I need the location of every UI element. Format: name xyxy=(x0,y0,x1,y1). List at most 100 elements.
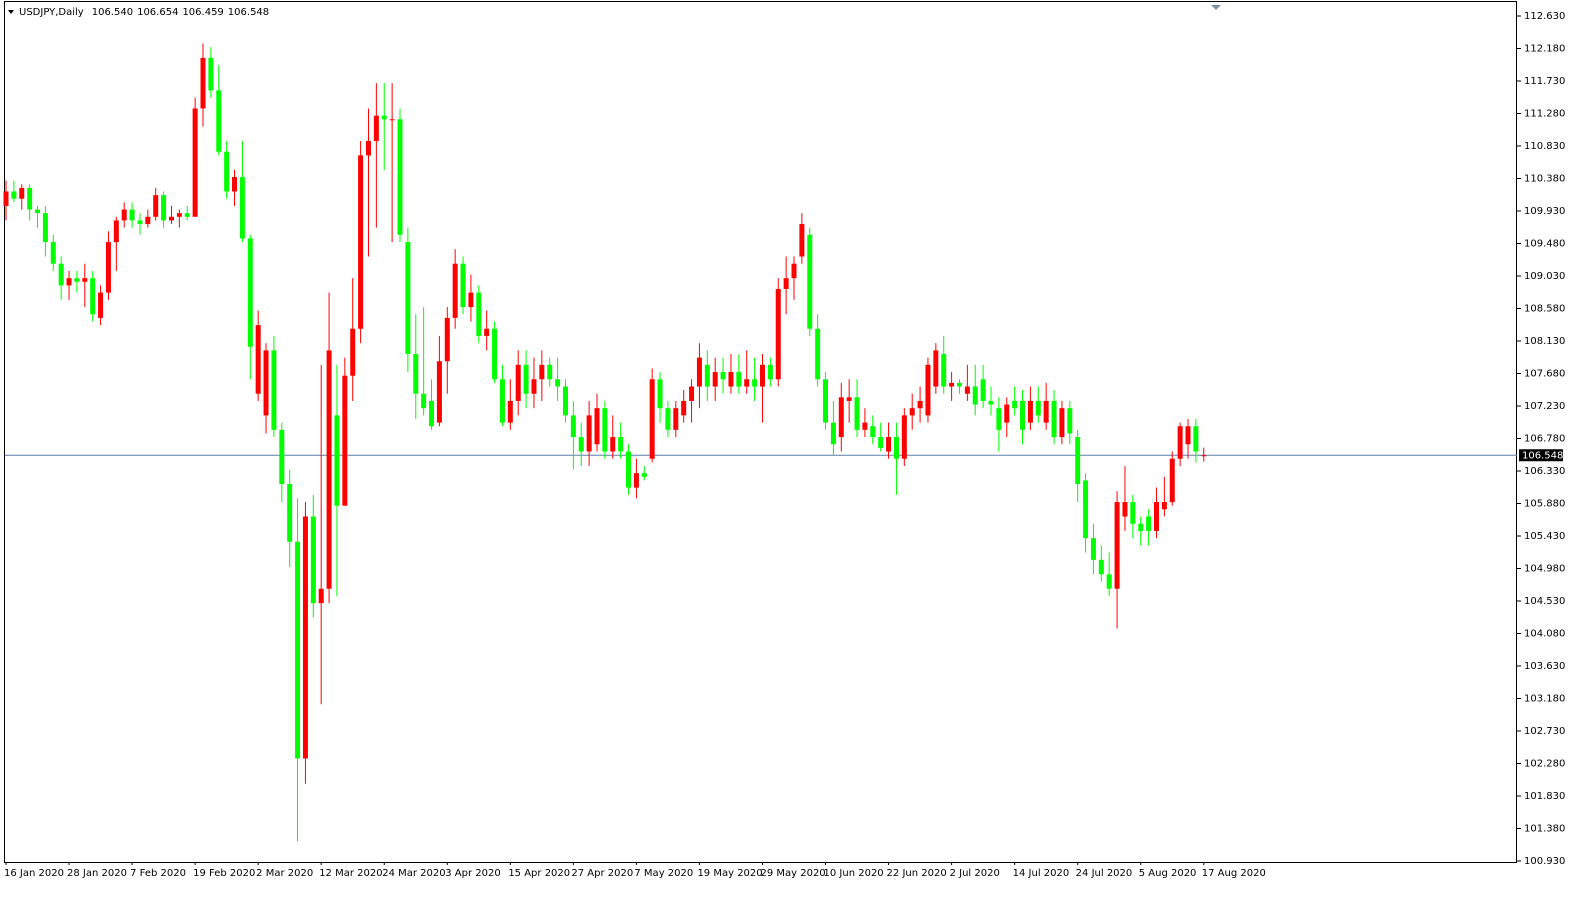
candle-body xyxy=(665,408,671,430)
candle-body xyxy=(208,57,214,91)
candle-body xyxy=(239,177,245,239)
y-tick-label: 101.380 xyxy=(1524,824,1565,835)
candle-body xyxy=(1201,455,1207,457)
y-tick-label: 111.280 xyxy=(1524,109,1565,120)
candle-body xyxy=(255,325,261,394)
candle-body xyxy=(168,216,174,221)
candle-body xyxy=(350,328,356,376)
candle-body xyxy=(1027,400,1033,423)
price-label-box xyxy=(1519,449,1563,462)
candle-body xyxy=(1059,408,1065,438)
candle-body xyxy=(594,408,600,445)
candle-body xyxy=(815,328,821,380)
y-tick-label: 109.930 xyxy=(1524,206,1565,217)
candle-body xyxy=(358,155,364,329)
candle-body xyxy=(192,108,198,217)
candle-body xyxy=(1043,400,1049,423)
candle-body xyxy=(27,187,33,210)
candle-body xyxy=(547,364,553,380)
candle-body xyxy=(949,382,955,387)
candle-body xyxy=(941,354,947,387)
candle-body xyxy=(476,292,482,336)
y-tick-label: 108.580 xyxy=(1524,304,1565,315)
header-value: 106.548 xyxy=(228,7,269,18)
x-tick-label: 2 Mar 2020 xyxy=(256,868,313,879)
candle-body xyxy=(145,216,151,224)
y-tick-label: 104.530 xyxy=(1524,596,1565,607)
candle-body xyxy=(539,364,545,380)
candle-body xyxy=(878,437,884,448)
candle-body xyxy=(980,379,986,401)
header-value: 106.540 xyxy=(92,7,133,18)
candle-body xyxy=(1146,516,1152,531)
candle-body xyxy=(161,195,167,221)
header-value: 106.654 xyxy=(137,7,178,18)
candle-body xyxy=(405,242,411,354)
candle-body xyxy=(626,451,632,488)
candle-body xyxy=(972,386,978,405)
menu-arrow[interactable] xyxy=(8,10,14,14)
x-tick-label: 7 Feb 2020 xyxy=(130,868,186,879)
candle-body xyxy=(1193,426,1199,452)
x-tick-label: 29 May 2020 xyxy=(760,868,825,879)
candle-body xyxy=(555,379,561,387)
candle-body xyxy=(295,541,301,759)
candle-body xyxy=(247,238,253,347)
x-tick-label: 7 May 2020 xyxy=(634,868,693,879)
candle-body xyxy=(752,379,758,387)
candle-body xyxy=(1012,400,1018,409)
scroll-marker[interactable] xyxy=(1211,5,1221,10)
candle-body xyxy=(452,263,458,318)
candle-body xyxy=(19,187,25,199)
candle-body xyxy=(807,234,813,329)
candle-body xyxy=(1106,574,1112,589)
candle-body xyxy=(917,400,923,409)
candle-body xyxy=(1083,480,1089,539)
candle-body xyxy=(74,278,80,282)
candle-body xyxy=(964,386,970,394)
candle-body xyxy=(838,397,844,438)
candle-body xyxy=(397,119,403,235)
chart-title: USDJPY,Daily xyxy=(19,7,84,18)
candle-body xyxy=(429,400,435,427)
candle-body xyxy=(1020,400,1026,430)
candle-body xyxy=(444,317,450,362)
candle-body xyxy=(1153,502,1159,531)
candle-body xyxy=(996,408,1002,430)
candle-body xyxy=(673,408,679,430)
candle-body xyxy=(1004,404,1010,423)
candle-body xyxy=(823,379,829,423)
candle-body xyxy=(846,397,852,401)
candle-body xyxy=(389,119,395,121)
candle-body xyxy=(98,292,104,318)
price-label: 106.548 xyxy=(1522,450,1563,461)
candle-body xyxy=(893,437,899,459)
candle-body xyxy=(66,278,72,286)
plot-frame xyxy=(4,1,1517,863)
candle-body xyxy=(783,278,789,289)
candle-body xyxy=(610,437,616,452)
candle-body xyxy=(886,437,892,452)
candle-body xyxy=(515,364,521,401)
candle-body xyxy=(279,429,285,484)
candle-body xyxy=(310,516,316,604)
x-tick-label: 15 Apr 2020 xyxy=(508,868,570,879)
candle-body xyxy=(1067,408,1073,434)
y-tick-label: 111.730 xyxy=(1524,76,1565,87)
candle-body xyxy=(121,209,127,221)
y-tick-label: 105.430 xyxy=(1524,531,1565,542)
candle-body xyxy=(1177,426,1183,459)
candle-body xyxy=(326,350,332,589)
candle-body xyxy=(460,263,466,308)
candle-body xyxy=(3,191,9,206)
candle-body xyxy=(1114,502,1120,589)
candle-body xyxy=(704,364,710,387)
y-tick-label: 109.030 xyxy=(1524,271,1565,282)
y-tick-label: 101.830 xyxy=(1524,791,1565,802)
candle-body xyxy=(216,90,222,152)
candle-body xyxy=(712,372,718,387)
candle-body xyxy=(1185,426,1191,445)
